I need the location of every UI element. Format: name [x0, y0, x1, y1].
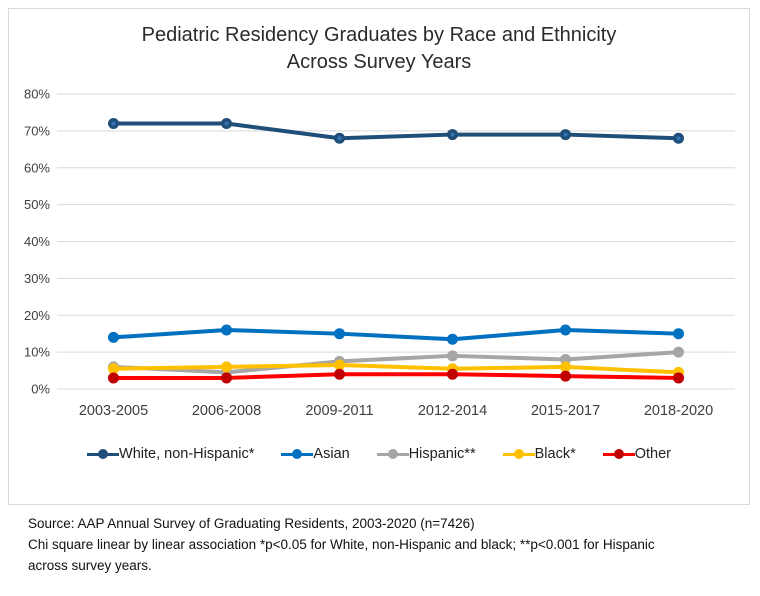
legend: White, non-Hispanic* Asian Hispanic** Black…: [9, 446, 749, 462]
chart-title: Pediatric Residency Graduates by Race an…: [9, 22, 749, 76]
data-point-marker-center: [563, 132, 568, 137]
source-note: Source: AAP Annual Survey of Graduating …: [28, 513, 750, 576]
legend-marker-icon: [376, 448, 409, 460]
legend-item: Black*: [502, 446, 576, 462]
data-point-marker: [108, 363, 119, 375]
y-axis-tick-label: 20%: [24, 308, 50, 323]
x-axis-tick-label: 2009-2011: [305, 403, 373, 419]
source-note-line3: across survey years.: [28, 558, 152, 573]
legend-item: Hispanic**: [376, 446, 476, 462]
data-point-marker: [221, 324, 232, 336]
data-point-marker: [673, 346, 684, 358]
y-axis-tick-label: 60%: [24, 160, 50, 175]
data-point-marker: [560, 324, 571, 336]
data-point-marker: [560, 361, 571, 373]
y-axis-tick-label: 30%: [24, 271, 50, 286]
data-point-marker-center: [676, 136, 681, 141]
data-point-marker-center: [337, 136, 342, 141]
data-point-marker: [447, 333, 458, 345]
legend-item: Asian: [281, 446, 350, 462]
data-point-marker-center: [111, 121, 116, 126]
data-point-marker: [447, 350, 458, 362]
chart-area: 0% 10% 20% 30% 40% 50% 60% 70% 80% 2003-2005 2006-…: [8, 8, 750, 505]
data-point-marker: [108, 331, 119, 343]
legend-item: Other: [602, 446, 671, 462]
data-point-marker-center: [450, 132, 455, 137]
x-axis-tick-label: 2003-2005: [79, 403, 148, 419]
legend-marker-icon: [502, 448, 535, 460]
x-axis-tick-label: 2006-2008: [192, 403, 261, 419]
legend-label: Asian: [313, 446, 350, 462]
data-point-marker: [673, 328, 684, 340]
legend-marker-icon: [281, 448, 314, 460]
data-point-marker: [447, 368, 458, 380]
chart-title-line1: Pediatric Residency Graduates by Race an…: [141, 24, 617, 46]
y-axis-tick-label: 70%: [24, 123, 50, 138]
data-point-marker: [334, 359, 345, 371]
legend-label: Black*: [534, 446, 576, 462]
series-line: [111, 328, 681, 342]
y-axis-tick-label: 10%: [24, 345, 50, 360]
series-line: [111, 363, 681, 375]
data-point-marker: [221, 372, 232, 384]
y-axis-tick-label: 0%: [31, 382, 50, 397]
data-point-marker-center: [224, 121, 229, 126]
x-axis-tick-label: 2012-2014: [418, 403, 487, 419]
data-point-marker: [334, 328, 345, 340]
series-line: [111, 350, 681, 375]
legend-marker-icon: [87, 448, 120, 460]
x-axis-tick-label: 2018-2020: [644, 403, 713, 419]
source-note-line2: Chi square linear by linear association …: [28, 537, 655, 552]
data-point-marker: [673, 372, 684, 384]
y-axis-tick-label: 50%: [24, 197, 50, 212]
data-point-marker: [334, 368, 345, 380]
legend-marker-icon: [602, 448, 635, 460]
series-line: [111, 121, 681, 141]
y-axis-tick-label: 40%: [24, 234, 50, 249]
legend-label: White, non-Hispanic*: [119, 446, 255, 462]
plot-svg: 0% 10% 20% 30% 40% 50% 60% 70% 80% 2003-2005 2006-…: [24, 87, 735, 419]
data-point-marker: [221, 361, 232, 373]
legend-item: White, non-Hispanic*: [87, 446, 254, 462]
legend-label: Hispanic**: [408, 446, 476, 462]
data-point-marker: [108, 372, 119, 384]
chart-title-line2: Across Survey Years: [286, 51, 472, 73]
data-point-marker: [560, 370, 571, 382]
legend-label: Other: [634, 446, 671, 462]
x-axis-tick-label: 2015-2017: [531, 403, 600, 419]
source-note-line1: Source: AAP Annual Survey of Graduating …: [28, 516, 475, 531]
series-line: [111, 372, 681, 380]
y-axis-tick-label: 80%: [24, 87, 50, 102]
